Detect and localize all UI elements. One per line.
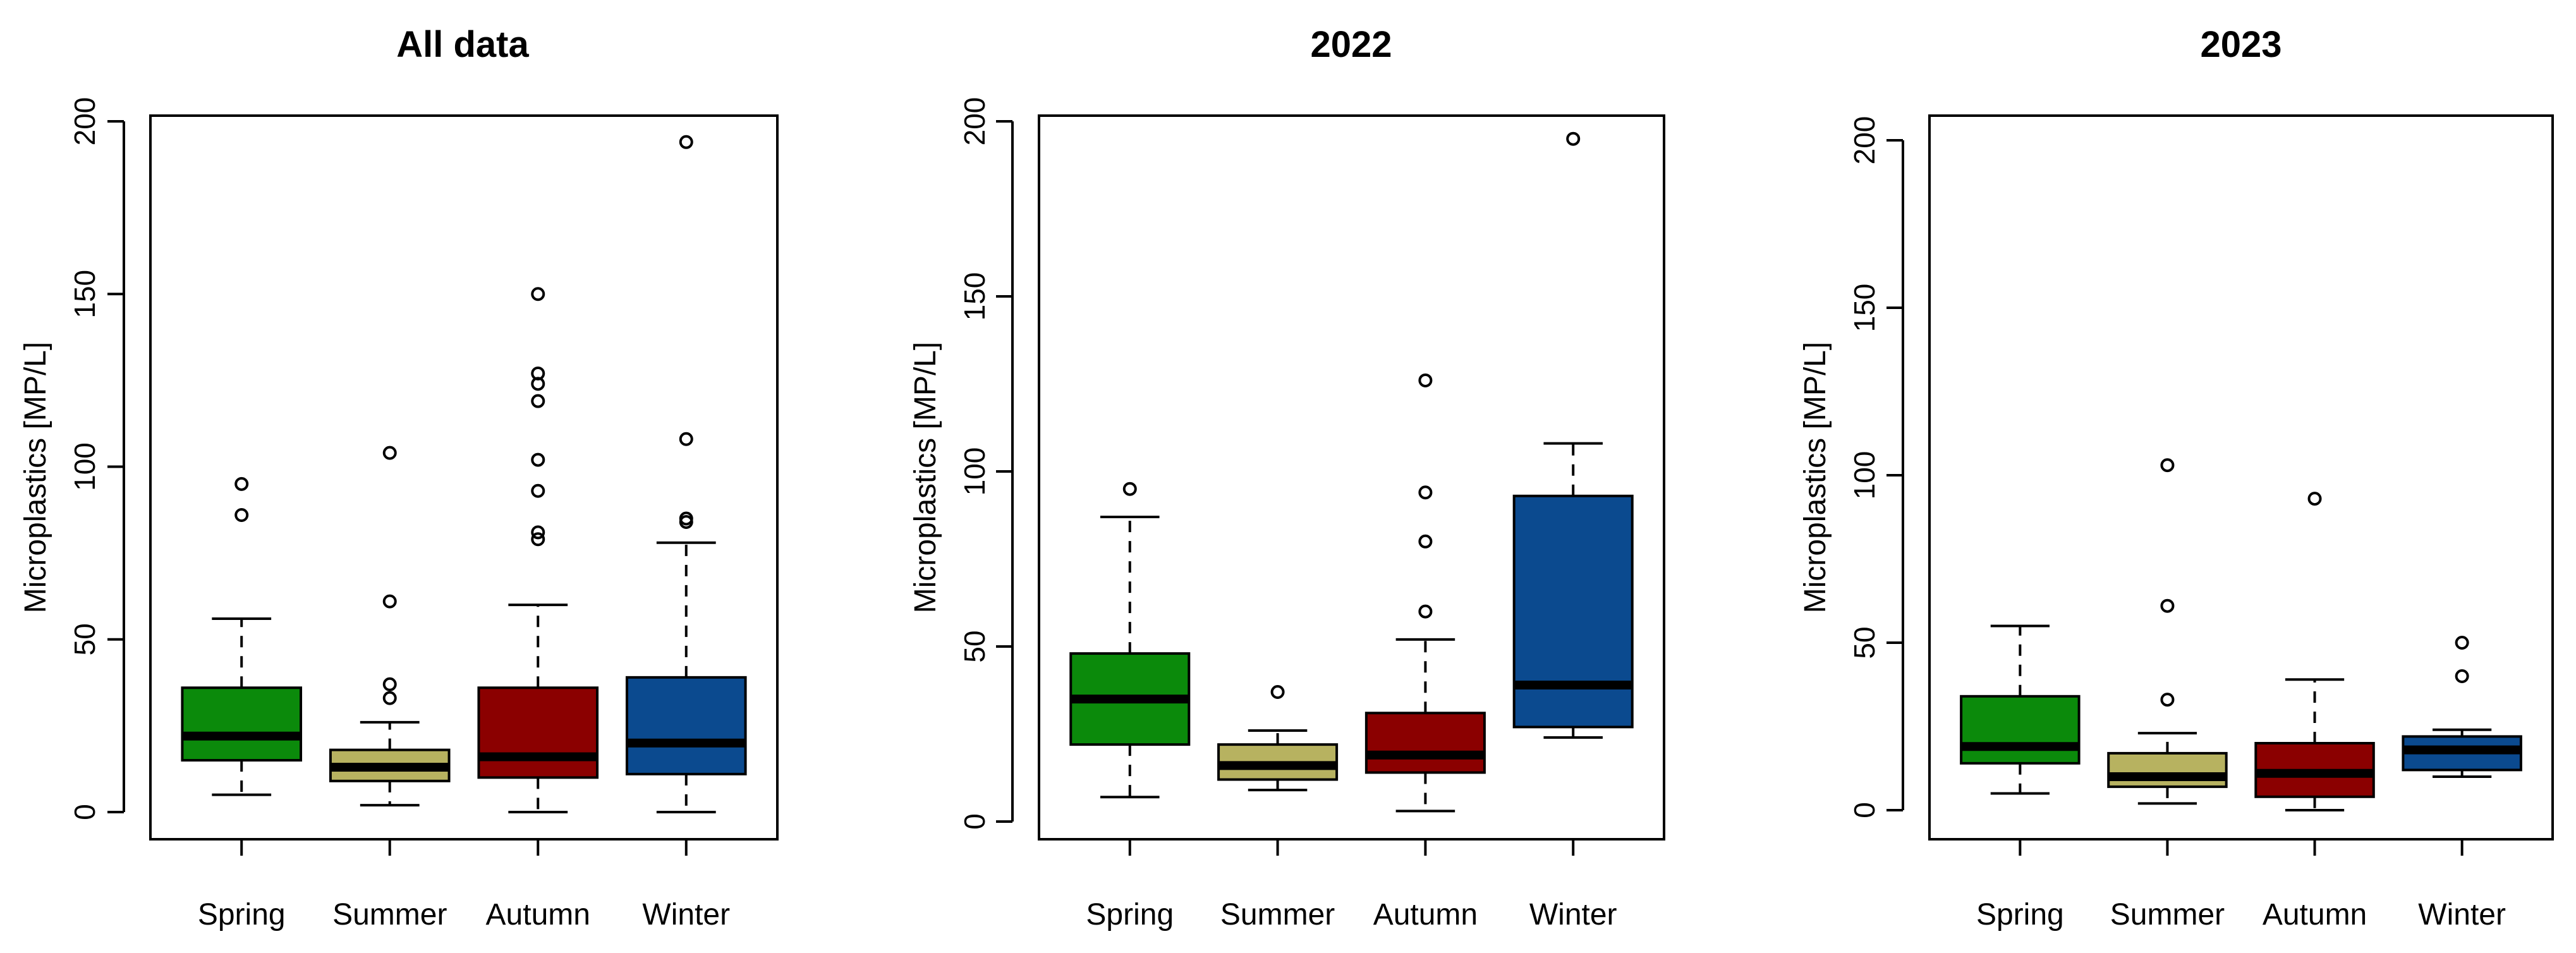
x-category-label: Autumn xyxy=(1373,898,1478,932)
box-winter xyxy=(1512,131,1634,739)
y-tick-label: 50 xyxy=(68,623,101,655)
box-summer xyxy=(329,446,451,807)
iqr-box xyxy=(1364,712,1486,774)
x-category-label: Spring xyxy=(1086,898,1174,932)
box-autumn xyxy=(2254,492,2375,811)
iqr-box xyxy=(477,686,599,779)
x-category-label: Winter xyxy=(642,898,730,932)
outlier-point xyxy=(1270,685,1285,700)
box-spring xyxy=(181,476,303,796)
box-summer xyxy=(2107,458,2228,805)
outlier-point xyxy=(531,483,545,498)
x-category-label: Winter xyxy=(2418,898,2506,932)
plot-frame xyxy=(149,114,779,841)
outlier-point xyxy=(2160,693,2175,707)
chart-panel-1: 2022 Microplastics [MP/L] 0 50 100 150 200 Spri… xyxy=(909,24,1665,932)
y-tick-label: 0 xyxy=(1848,802,1881,818)
y-tick-label: 100 xyxy=(68,442,101,491)
outlier-point xyxy=(2160,598,2175,613)
outlier-point xyxy=(382,594,397,609)
x-category-label: Summer xyxy=(332,898,447,932)
y-tick-label: 150 xyxy=(1848,284,1881,332)
outlier-point xyxy=(531,532,545,547)
outlier-point xyxy=(531,525,545,540)
x-category-label: Autumn xyxy=(486,898,590,932)
x-category-label: Spring xyxy=(198,898,286,932)
plot-frame xyxy=(1038,114,1665,841)
outlier-point xyxy=(234,476,249,491)
y-tick-label: 100 xyxy=(958,447,991,496)
y-tick-label: 50 xyxy=(1848,626,1881,659)
iqr-box xyxy=(2107,751,2228,788)
box-spring xyxy=(1069,482,1191,799)
outlier-point xyxy=(1566,131,1581,146)
outlier-point xyxy=(531,366,545,380)
outlier-point xyxy=(2455,636,2469,650)
x-category-label: Spring xyxy=(1976,898,2064,932)
plot-frame xyxy=(1928,114,2554,841)
y-axis-label: Microplastics [MP/L] xyxy=(909,342,942,613)
iqr-box xyxy=(1960,695,2081,765)
y-tick-label: 200 xyxy=(1848,116,1881,165)
x-category-label: Autumn xyxy=(2263,898,2367,932)
box-summer xyxy=(1217,685,1339,792)
box-winter xyxy=(2402,636,2522,778)
outlier-point xyxy=(679,511,693,526)
chart-title: 2023 xyxy=(2200,24,2281,65)
outlier-point xyxy=(531,452,545,467)
iqr-box xyxy=(625,676,747,775)
y-tick-label: 200 xyxy=(68,97,101,146)
box-spring xyxy=(1960,624,2081,795)
outlier-point xyxy=(1418,604,1433,619)
iqr-box xyxy=(181,686,303,762)
outlier-point xyxy=(531,394,545,408)
outlier-point xyxy=(2160,458,2175,473)
y-tick-label: 200 xyxy=(958,97,991,146)
outlier-point xyxy=(2455,669,2469,683)
outlier-point xyxy=(382,691,397,705)
y-tick-label: 0 xyxy=(68,804,101,820)
chart-title: All data xyxy=(396,24,529,65)
y-axis-label: Microplastics [MP/L] xyxy=(1799,342,1832,613)
y-tick-label: 0 xyxy=(958,813,991,830)
outlier-point xyxy=(382,677,397,691)
outlier-point xyxy=(2307,492,2322,506)
outlier-point xyxy=(1418,485,1433,500)
box-autumn xyxy=(477,287,599,813)
box-autumn xyxy=(1364,373,1486,813)
y-axis-label: Microplastics [MP/L] xyxy=(19,342,52,613)
outlier-point xyxy=(1418,534,1433,549)
x-category-label: Winter xyxy=(1529,898,1617,932)
outlier-point xyxy=(234,508,249,523)
y-tick-label: 150 xyxy=(958,272,991,321)
box-winter xyxy=(625,135,747,813)
iqr-box xyxy=(1512,494,1634,729)
y-tick-label: 150 xyxy=(68,270,101,319)
outlier-point xyxy=(679,432,693,446)
outlier-point xyxy=(382,446,397,460)
outlier-point xyxy=(679,135,693,149)
outlier-point xyxy=(1122,482,1137,496)
x-category-label: Summer xyxy=(2110,898,2225,932)
chart-panel-2: 2023 Microplastics [MP/L] 0 50 100 150 200 Spri… xyxy=(1799,24,2554,932)
outlier-point xyxy=(1418,373,1433,387)
chart-panel-0: All data Microplastics [MP/L] 0 50 100 150 200… xyxy=(19,24,779,932)
chart-title: 2022 xyxy=(1310,24,1392,65)
x-category-label: Summer xyxy=(1220,898,1335,932)
y-tick-label: 50 xyxy=(958,630,991,662)
outlier-point xyxy=(531,287,545,301)
y-tick-label: 100 xyxy=(1848,451,1881,500)
